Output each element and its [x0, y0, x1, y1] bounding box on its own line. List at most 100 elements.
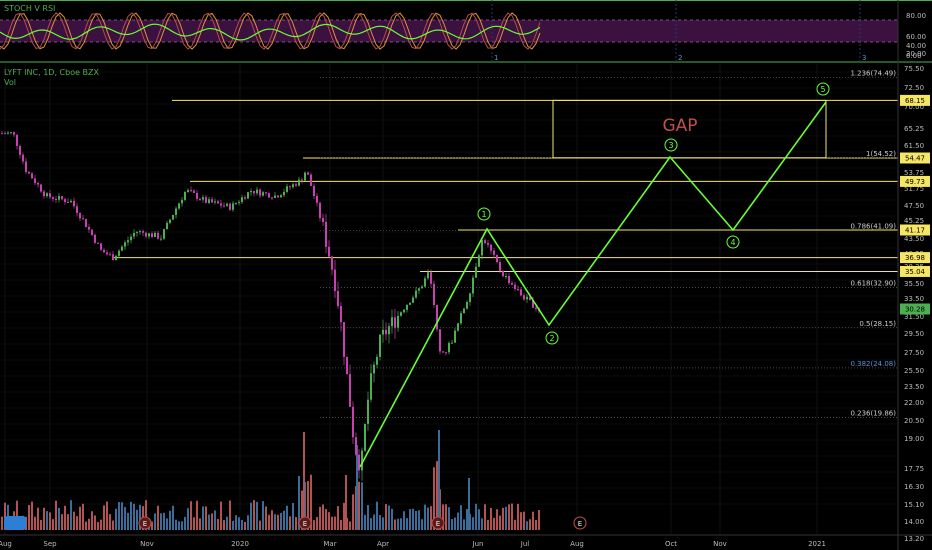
candle-body [133, 232, 135, 237]
volume-bar [259, 520, 261, 530]
candle-body [325, 221, 327, 247]
volume-spike [345, 475, 347, 530]
volume-bar [415, 510, 417, 530]
volume-bar [319, 506, 321, 530]
price-tick-label: 19.00 [904, 435, 924, 443]
price-label-49.73: 49.73 [905, 178, 925, 186]
candle-body [262, 192, 264, 196]
candle-body [256, 189, 258, 194]
gap-label: GAP [662, 116, 697, 136]
candle-body [232, 203, 234, 210]
wave-label-3: 3 [668, 141, 673, 150]
candle-body [391, 317, 393, 327]
volume-bar [82, 503, 84, 530]
volume-bar [172, 505, 174, 530]
earnings-label: E [143, 520, 147, 528]
volume-bar [307, 481, 309, 530]
volume-bar [322, 504, 324, 530]
volume-bar [241, 519, 243, 530]
volume-bar [154, 513, 156, 530]
volume-bar [166, 518, 168, 530]
candle-body [136, 231, 138, 233]
time-tick-label: Sep [43, 540, 57, 548]
volume-bar [343, 502, 345, 530]
oscillator-tick-label: 0.00 [906, 52, 922, 60]
volume-bar [151, 521, 153, 530]
candle-body [295, 184, 297, 186]
candle-body [22, 154, 24, 162]
volume-bar [112, 520, 114, 530]
candle-body [424, 278, 426, 287]
fib-level-label: 0.786(41.09) [850, 222, 896, 230]
volume-bar [340, 519, 342, 530]
candle-body [64, 199, 66, 202]
volume-bar [406, 518, 408, 530]
earnings-marker [138, 516, 152, 530]
time-tick-label: Aug [0, 540, 12, 548]
candle-body [520, 289, 522, 296]
candle-body [328, 246, 330, 257]
price-label-box [900, 152, 930, 164]
volume-bar [424, 504, 426, 530]
volume-spike [438, 430, 440, 530]
volume-bar [400, 518, 402, 530]
candle-body [367, 399, 369, 424]
candle-body [79, 212, 81, 219]
candle-body [313, 185, 315, 196]
volume-bar [487, 519, 489, 530]
volume-bar [409, 509, 411, 530]
candle-body [208, 199, 210, 203]
volume-bar [520, 512, 522, 530]
volume-bar [445, 504, 447, 530]
candle-body [160, 238, 162, 240]
candle-body [49, 193, 51, 198]
volume-bar [505, 506, 507, 530]
candle-body [70, 200, 72, 203]
candle-body [175, 208, 177, 215]
candle-body [124, 242, 126, 247]
volume-bar [238, 517, 240, 530]
candle-body [490, 244, 492, 251]
price-label-box [900, 265, 930, 277]
volume-bar [250, 502, 252, 530]
price-tick-label: 25.50 [904, 367, 924, 375]
volume-bar [37, 507, 39, 530]
candle-body [280, 195, 282, 198]
volume-bar [370, 518, 372, 530]
candle-body [148, 233, 150, 237]
oscillator-band [0, 20, 898, 42]
volume-bar [523, 511, 525, 530]
candle-body [139, 231, 141, 233]
candle-body [463, 308, 465, 314]
stoch-k-line [0, 12, 541, 50]
volume-bar [16, 500, 18, 530]
volume-bar [199, 518, 201, 530]
volume-bar [352, 494, 354, 530]
candle-body [4, 133, 6, 135]
volume-bar [67, 514, 69, 530]
candle-body [277, 195, 279, 198]
candle-body [37, 182, 39, 185]
time-tick-label: 2021 [808, 540, 826, 548]
volume-bar [169, 510, 171, 530]
volume-bar [451, 519, 453, 530]
price-tick-label: 23.50 [904, 383, 924, 391]
fib-level-label: 0.5(28.15) [859, 320, 896, 328]
price-tick-label: 17.75 [904, 465, 924, 473]
fib-level-label: 0.236(19.86) [850, 409, 896, 417]
candle-body [82, 218, 84, 220]
volume-bar [100, 519, 102, 530]
volume-bar [109, 514, 111, 530]
price-tick-label: 13.20 [904, 535, 924, 543]
candle-body [94, 234, 96, 243]
candle-body [235, 203, 237, 205]
volume-bar [232, 520, 234, 530]
candle-body [73, 200, 75, 207]
price-tick-label: 15.10 [904, 501, 924, 509]
volume-bar [94, 515, 96, 530]
price-label-35.04: 35.04 [905, 268, 926, 276]
volume-bar [490, 507, 492, 530]
candle-body [514, 284, 516, 289]
volume-bar [436, 461, 438, 530]
